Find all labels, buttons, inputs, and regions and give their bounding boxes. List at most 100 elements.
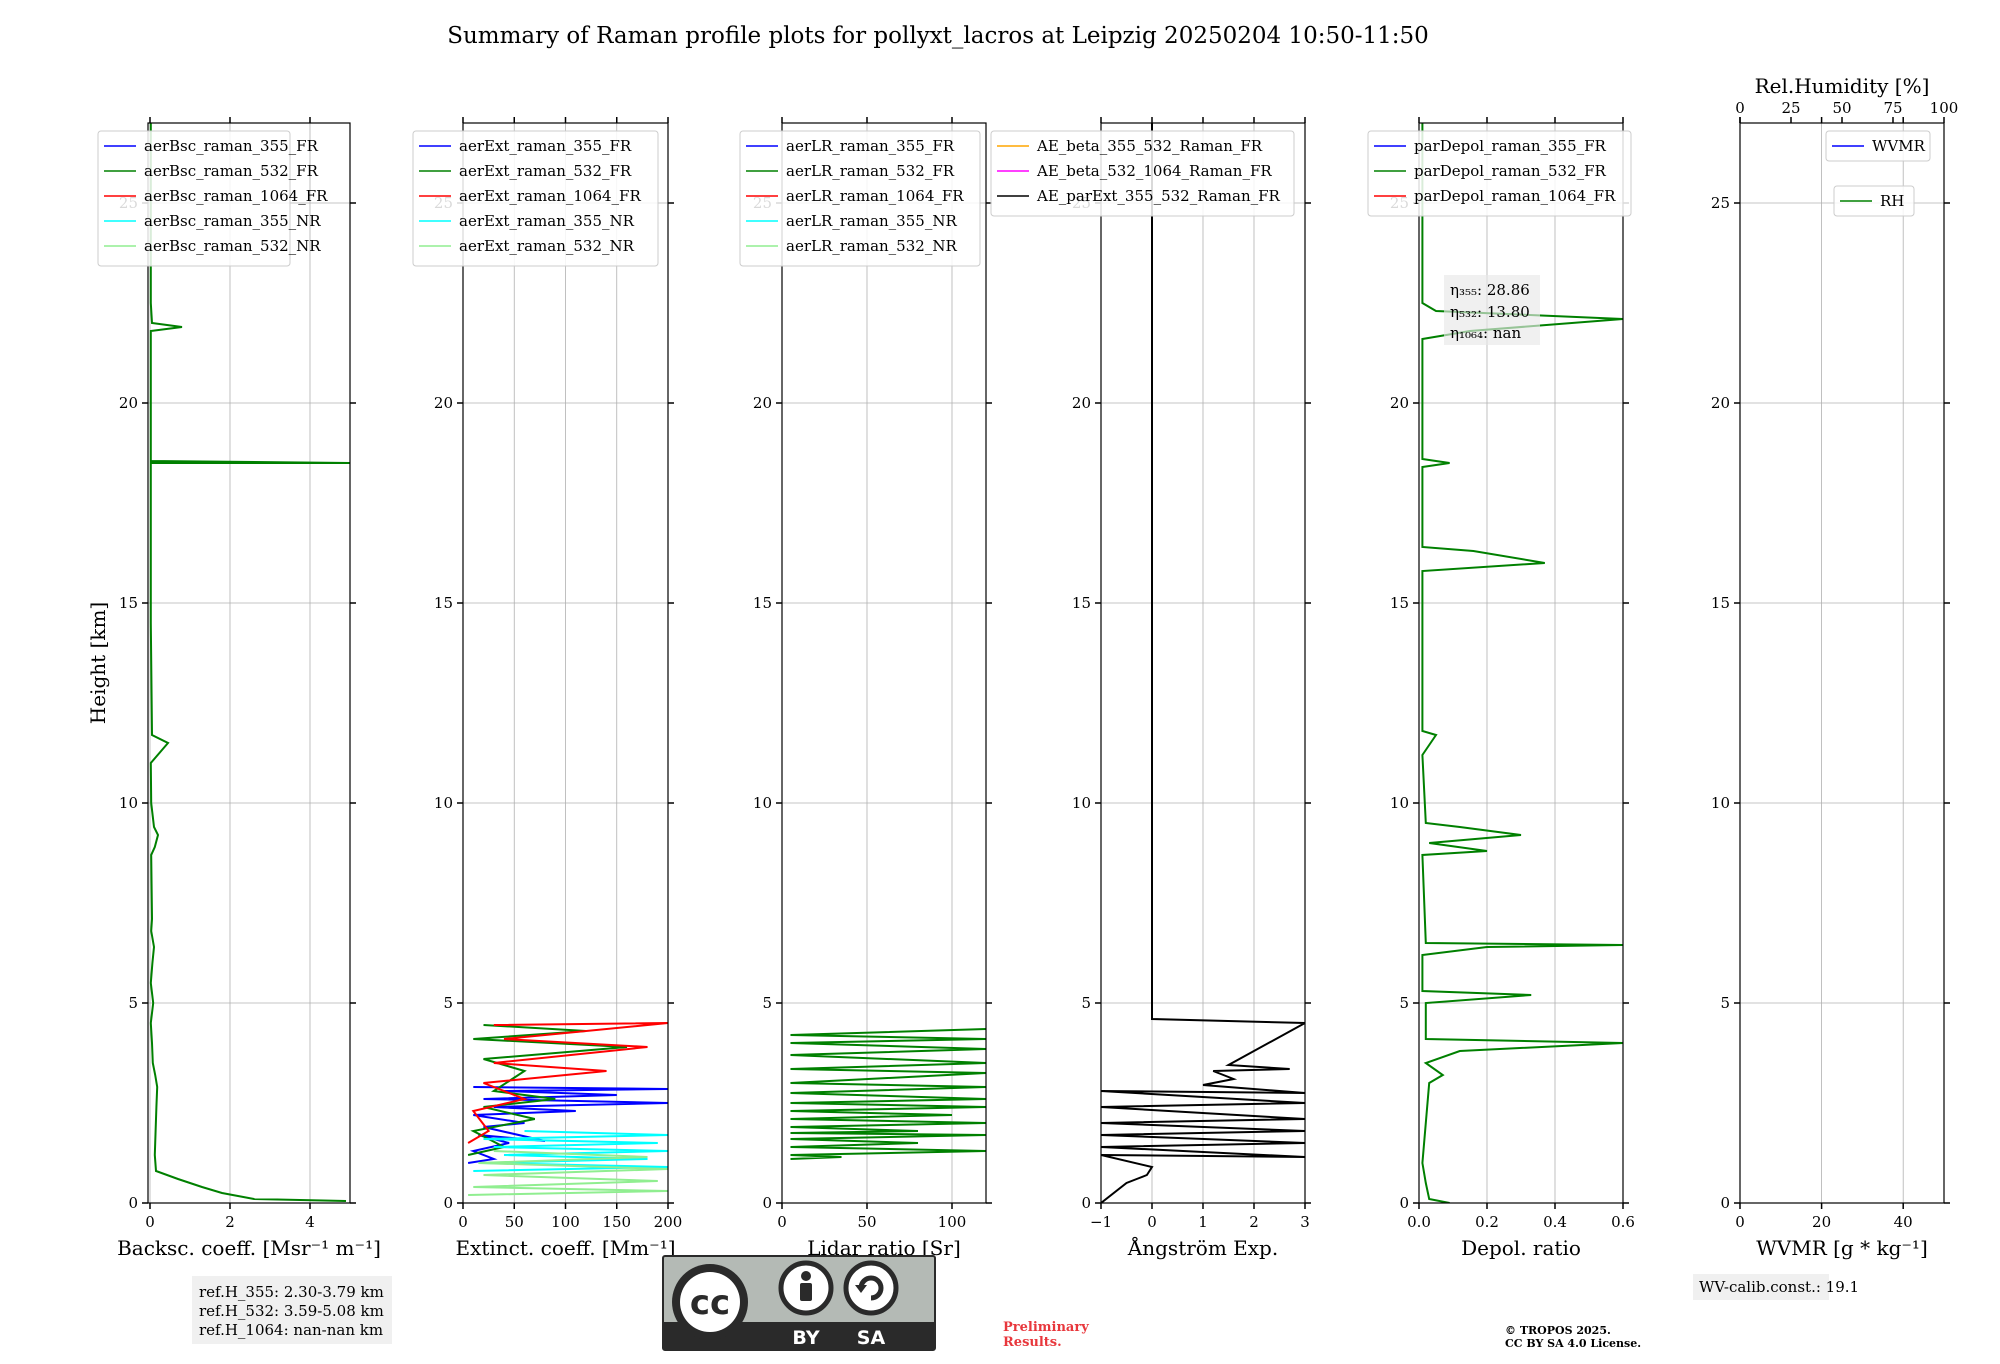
- preliminary-line-2: Results.: [1003, 1335, 1062, 1350]
- x-axis-label: Backsc. coeff. [Msr⁻¹ m⁻¹]: [117, 1236, 381, 1260]
- x-tick-label: 4: [305, 1213, 315, 1231]
- x-tick-label: 150: [602, 1213, 631, 1231]
- series-line-aerExt_raman_1064_FR: [467, 1022, 668, 1144]
- legend: aerLR_raman_355_FR aerLR_raman_532_FR aerL…: [739, 130, 981, 267]
- x-tick-label: −1: [1090, 1213, 1112, 1231]
- x-tick-label: 3: [1300, 1213, 1310, 1231]
- series-line-aerLR_raman_532_FR: [790, 1028, 986, 1160]
- legend-entry-label: AE_parExt_355_532_Raman_FR: [1036, 187, 1281, 205]
- legend-entry-label: AE_beta_355_532_Raman_FR: [1036, 137, 1263, 155]
- y-tick-label: 0: [1399, 1194, 1409, 1212]
- legend-entry-label: aerExt_raman_355_FR: [459, 137, 632, 155]
- y-tick-label: 10: [119, 794, 138, 812]
- y-tick-label: 20: [434, 394, 453, 412]
- top-axis-label: Rel.Humidity [%]: [1755, 74, 1930, 98]
- x-tick-label: 40: [1894, 1213, 1913, 1231]
- legend-entry-label: RH: [1880, 192, 1904, 210]
- x-tick-label: 0.2: [1475, 1213, 1499, 1231]
- legend-entry-label: aerExt_raman_532_NR: [459, 237, 635, 255]
- series-line-aerExt_raman_532_FR: [467, 1024, 628, 1156]
- y-tick-label: 5: [1081, 994, 1091, 1012]
- series-line-aerBsc_raman_532_FR: [149, 123, 350, 1202]
- legend-entry-label: aerBsc_raman_532_NR: [144, 237, 321, 255]
- badge-sa-label: SA: [857, 1327, 886, 1349]
- x-tick-label: 2: [225, 1213, 235, 1231]
- by-person-icon: [778, 1260, 834, 1316]
- x-tick-label: 0: [458, 1213, 468, 1231]
- reference-heights-box: ref.H_355: 2.30-3.79 km ref.H_532: 3.59-…: [192, 1276, 392, 1344]
- x-tick-label: 0: [145, 1213, 155, 1231]
- sa-share-alike-icon: [843, 1260, 899, 1316]
- legend-entry-label: parDepol_raman_532_FR: [1414, 162, 1607, 180]
- y-tick-label: 0: [443, 1194, 453, 1212]
- copyright-line-2: CC BY SA 4.0 License.: [1505, 1337, 1641, 1350]
- panels: 0240510152025Backsc. coeff. [Msr⁻¹ m⁻¹]H…: [86, 74, 1958, 1260]
- legend-entry-label: aerLR_raman_532_NR: [786, 237, 957, 255]
- x-tick-label: 50: [505, 1213, 524, 1231]
- panel-backscatter: 0240510152025Backsc. coeff. [Msr⁻¹ m⁻¹]H…: [86, 117, 381, 1260]
- y-tick-label: 10: [1390, 794, 1409, 812]
- y-tick-label: 5: [1720, 994, 1730, 1012]
- legend-entry-label: WVMR: [1872, 137, 1926, 155]
- x-tick-label: 0: [777, 1213, 787, 1231]
- x-tick-label: 100: [551, 1213, 580, 1231]
- y-tick-label: 5: [443, 994, 453, 1012]
- y-tick-label: 5: [1399, 994, 1409, 1012]
- cc-license-badge: cc BY SA: [662, 1255, 936, 1351]
- eta-1064: η₁₀₆₄: nan: [1450, 324, 1521, 342]
- y-tick-label: 15: [119, 594, 138, 612]
- badge-by-label: BY: [792, 1327, 819, 1349]
- ref-height-355: ref.H_355: 2.30-3.79 km: [199, 1283, 384, 1301]
- y-tick-label: 10: [1072, 794, 1091, 812]
- legend-entry-label: aerExt_raman_355_NR: [459, 212, 635, 230]
- legend-entry-label: aerBsc_raman_355_NR: [144, 212, 321, 230]
- legend-box: [412, 130, 659, 267]
- top-x-tick-label: 75: [1883, 99, 1902, 117]
- legend: parDepol_raman_355_FR parDepol_raman_532_…: [1367, 130, 1632, 217]
- legend-entry-label: parDepol_raman_355_FR: [1414, 137, 1607, 155]
- depol-eta-box: η₃₅₅: 28.86 η₅₃₂: 13.80 η₁₀₆₄: nan: [1444, 275, 1540, 345]
- y-tick-label: 20: [1711, 394, 1730, 412]
- eta-532: η₅₃₂: 13.80: [1450, 303, 1530, 321]
- cc-icon: cc: [672, 1264, 748, 1340]
- axes-frame: [1418, 122, 1624, 1204]
- x-axis-label: Extinct. coeff. [Mm⁻¹]: [455, 1236, 675, 1260]
- legend-box: [739, 130, 981, 267]
- y-tick-label: 0: [128, 1194, 138, 1212]
- y-tick-label: 10: [1711, 794, 1730, 812]
- ref-height-532: ref.H_532: 3.59-5.08 km: [199, 1302, 384, 1320]
- panel-depol: 0.00.20.40.60510152025Depol. ratioparDep…: [1367, 117, 1635, 1260]
- y-tick-label: 20: [753, 394, 772, 412]
- y-tick-label: 0: [762, 1194, 772, 1212]
- legend-box: [1367, 130, 1632, 217]
- legend-entry-label: aerLR_raman_1064_FR: [786, 187, 964, 205]
- x-tick-label: 0.4: [1543, 1213, 1567, 1231]
- y-tick-label: 5: [128, 994, 138, 1012]
- legend-entry-label: aerLR_raman_532_FR: [786, 162, 955, 180]
- series-line-parDepol_raman_532_FR: [1421, 123, 1623, 1203]
- y-tick-label: 0: [1081, 1194, 1091, 1212]
- top-x-tick-label: 100: [1930, 99, 1959, 117]
- axes-frame: [781, 122, 987, 1204]
- legend-box: [1833, 185, 1915, 217]
- x-tick-label: 200: [654, 1213, 683, 1231]
- legend-box: [97, 130, 291, 267]
- top-x-tick-label: 25: [1781, 99, 1800, 117]
- x-tick-label: 2: [1249, 1213, 1259, 1231]
- top-x-tick-label: 0: [1735, 99, 1745, 117]
- legend-entry-label: aerBsc_raman_355_FR: [144, 137, 319, 155]
- legend-entry-label: aerLR_raman_355_FR: [786, 137, 955, 155]
- panel-extinction: 0501001502000510152025Extinct. coeff. [M…: [412, 117, 683, 1260]
- legend: WVMR RH: [1825, 130, 1931, 217]
- x-tick-label: 0.0: [1407, 1213, 1431, 1231]
- y-tick-label: 10: [434, 794, 453, 812]
- y-tick-label: 0: [1720, 1194, 1730, 1212]
- series-line-aerExt_raman_532_NR: [468, 1150, 668, 1196]
- y-tick-label: 15: [1711, 594, 1730, 612]
- legend-entry-label: aerExt_raman_532_FR: [459, 162, 632, 180]
- x-axis-label: WVMR [g * kg⁻¹]: [1756, 1236, 1928, 1260]
- x-axis-label: Ångström Exp.: [1127, 1235, 1278, 1260]
- axes-frame: [147, 122, 351, 1204]
